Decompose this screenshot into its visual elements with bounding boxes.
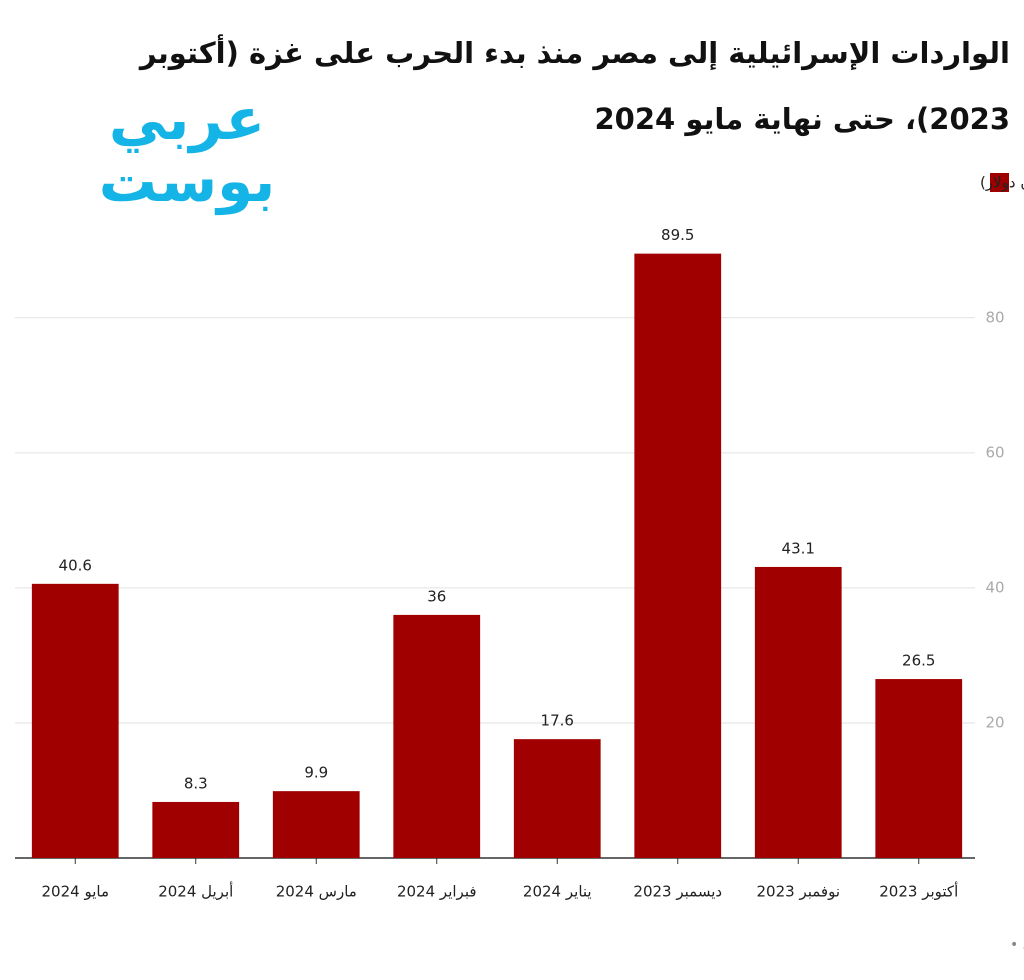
x-tick-label: مايو 2024	[42, 883, 109, 901]
bar	[754, 566, 842, 858]
y-tick-label: 40	[985, 578, 1004, 596]
chart-title: الواردات الإسرائيلية إلى مصر منذ بدء الح…	[139, 36, 1010, 136]
bar	[272, 791, 360, 858]
logo-line: عربي	[108, 85, 266, 153]
x-tick-label: نوفمبر 2023	[756, 883, 840, 901]
bar	[152, 801, 240, 858]
value-label: 89.5	[661, 226, 694, 244]
x-tick-label: يناير 2024	[523, 883, 592, 901]
bar	[875, 679, 963, 858]
legend-swatch	[990, 173, 1009, 192]
value-label: 8.3	[184, 774, 208, 792]
source: المصدر: مكتب الإحصاء المركزي الإسرائيلي …	[1010, 937, 1024, 953]
value-label: 36	[427, 587, 446, 605]
value-label: 17.6	[541, 712, 574, 730]
y-tick-label: 20	[985, 713, 1004, 731]
logo-line: بوست	[98, 147, 276, 215]
x-tick-label: ديسمبر 2023	[633, 883, 722, 901]
value-label: 26.5	[902, 652, 935, 670]
bar	[31, 583, 119, 858]
legend-label: الواردات الإسرائيلية لمصر (القيمة بالملي…	[980, 174, 1024, 192]
value-label: 40.6	[59, 556, 92, 574]
y-tick-label: 80	[985, 308, 1004, 326]
value-label: 9.9	[304, 764, 328, 782]
y-tick-label: 60	[985, 443, 1004, 461]
bar	[513, 739, 601, 858]
bar	[393, 614, 481, 858]
bar	[634, 253, 722, 859]
x-tick-label: فبراير 2024	[397, 883, 477, 901]
logo: عربي بوست	[52, 88, 322, 212]
x-tick-label: أبريل 2024	[158, 882, 233, 901]
x-tick-label: أكتوبر 2023	[879, 882, 958, 901]
value-label: 43.1	[782, 539, 815, 557]
x-tick-label: مارس 2024	[276, 883, 357, 901]
